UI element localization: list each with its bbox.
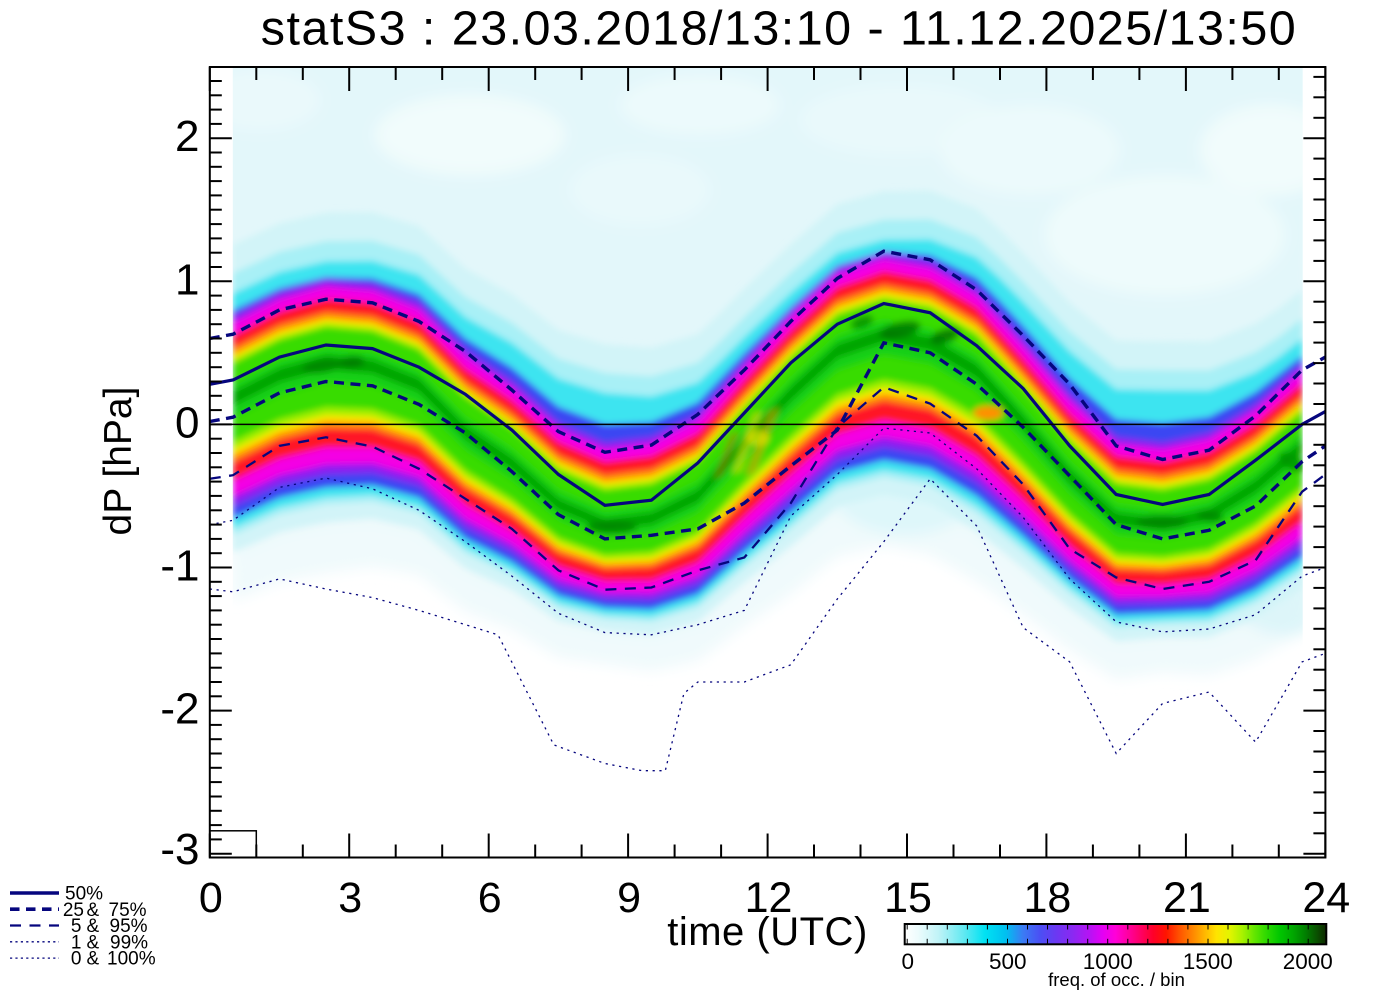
svg-text:time (UTC): time (UTC) [667,910,868,954]
svg-text:12: 12 [745,874,793,922]
svg-text:18: 18 [1024,874,1072,922]
svg-text:15: 15 [884,874,932,922]
svg-text:500: 500 [989,949,1027,974]
svg-text:1000: 1000 [1083,949,1133,974]
svg-text:25&75%: 25 & 75% [63,900,147,921]
svg-text:0: 0 [902,949,915,974]
svg-text:0&100%: 0 & 100% [71,949,156,970]
svg-text:1&99%: 1 & 99% [71,932,148,953]
svg-text:5&95%: 5 & 95% [71,916,148,937]
svg-text:6: 6 [478,874,502,922]
svg-text:21: 21 [1163,874,1211,922]
svg-text:1: 1 [175,255,199,304]
svg-text:dP [hPa]: dP [hPa] [97,387,140,536]
svg-text:9: 9 [617,874,641,922]
svg-text:statS3 : 23.03.2018/13:10 - 11: statS3 : 23.03.2018/13:10 - 11.12.2025/1… [261,2,1297,56]
svg-text:0: 0 [199,874,223,922]
svg-text:-1: -1 [160,542,199,591]
svg-text:1500: 1500 [1183,949,1233,974]
svg-text:freq. of occ. / bin: freq. of occ. / bin [1048,969,1185,990]
svg-text:-2: -2 [160,685,199,734]
svg-text:24: 24 [1302,874,1350,922]
svg-text:50%: 50% [65,884,103,905]
svg-text:2000: 2000 [1283,949,1333,974]
svg-text:2: 2 [175,112,199,161]
svg-text:3: 3 [338,874,362,922]
svg-text:0: 0 [175,398,199,447]
svg-text:-3: -3 [160,825,199,874]
